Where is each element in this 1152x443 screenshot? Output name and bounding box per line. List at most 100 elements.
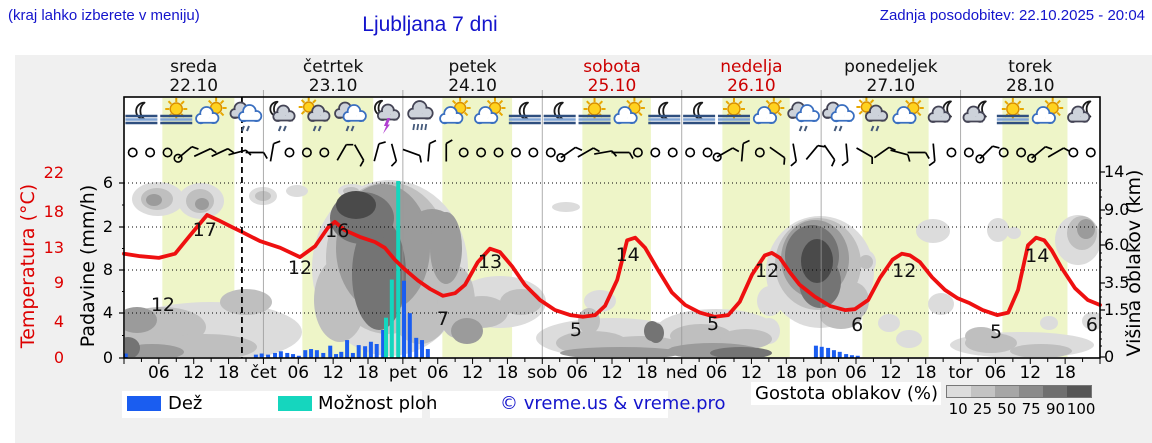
weather-icon-sun-cloud [439,97,471,125]
temp-axis-title: Temperatura (°C) [17,183,39,349]
rain-bar [826,347,831,358]
rain-bar [855,355,860,358]
cloud-blob [336,191,376,219]
cloud-blob [1040,316,1058,330]
rain-bar [831,350,836,358]
credit-link[interactable]: © vreme.us & vreme.pro [500,393,726,414]
wind-barb-icon [907,151,930,159]
hour-axis-label: 18 [357,363,379,383]
weather-icon-sun-cloud [474,97,506,125]
wind-calm-icon [632,147,643,158]
rain-bar [303,350,308,358]
temp-value-label: 13 [478,251,502,273]
wind-barb-icon [712,147,740,162]
cloud-blob [1010,344,1072,357]
wind-barb-icon [928,143,936,167]
wind-calm-icon [545,147,556,158]
legend-box [122,391,422,418]
weather-icon-moon-fog [508,101,541,125]
density-tick-label: 10 [948,400,968,418]
wind-barb-icon [173,145,199,163]
temp-value-label: 14 [1025,245,1049,267]
temp-value-label: 6 [851,314,863,336]
shower-bar [384,317,389,358]
wind-barb-icon [402,148,422,163]
day-header-date: 25.10 [587,76,637,96]
density-gradient-step [1019,386,1043,397]
wind-barb-icon [211,147,235,158]
hour-axis-label: 12 [880,363,902,383]
rain-legend-swatch [127,396,161,411]
hour-axis-label: 12 [1019,363,1042,383]
showers-legend-label: Možnost ploh [318,393,438,414]
wind-calm-icon [162,147,173,158]
precip-tick-label: 0 [102,348,113,367]
wind-barb-icon [577,147,600,158]
rain-bar [296,355,301,358]
cloud-blob [430,212,462,284]
hour-axis-label: 06 [426,363,449,383]
rain-bar [309,349,314,358]
wind-barb-icon [856,147,874,165]
day-header-name: nedelja [720,57,783,77]
weather-icon-cloud-rain [334,101,367,132]
weather-icon-moon-cloud [1067,100,1092,123]
cloud-density-legend-label: Gostota oblakov (%) [755,383,939,404]
cloud-blob [878,314,900,332]
cloud-blob [859,255,873,269]
weather-icon-sun-fog [160,98,193,125]
wind-calm-icon [476,147,487,158]
rain-bar [253,354,258,358]
cloud-height-tick-label: 1.5 [1104,300,1130,319]
weather-icon-sun-cloud [195,97,227,125]
rain-bar [123,353,128,358]
precip-axis-title: Padavine (mm/h) [77,184,99,348]
rain-bar [350,352,355,358]
cloud-blob [1007,227,1021,239]
rain-bar [266,354,271,358]
density-tick-label: 75 [1021,400,1041,418]
day-header-name: sreda [170,57,218,77]
temperature-curve [122,213,1102,319]
cloud-blob [896,330,922,348]
hour-axis-label: sob [527,363,558,383]
temp-tick-label: 0 [53,348,64,367]
hour-axis-label: 18 [775,363,798,383]
wind-calm-icon [667,147,678,158]
rain-bar [374,344,379,358]
day-header-name: sobota [583,57,641,77]
rain-bar [321,352,326,358]
precip-tick-label: 2 [102,217,113,236]
density-gradient-step [947,386,971,397]
weather-icon-moon-rain [269,100,296,132]
shower-bar [396,181,401,358]
wind-calm-icon [510,147,521,158]
rain-bar [345,340,350,358]
cloud-blob [928,293,954,315]
wind-calm-icon [284,147,295,158]
wind-barb-icon [823,144,836,167]
wind-calm-icon [685,147,696,158]
cloud-blob [1077,219,1095,239]
wind-calm-icon [998,147,1009,158]
temp-tick-label: 13 [43,238,64,257]
day-header-name: petek [448,57,497,77]
cloud-blob [195,198,209,210]
cloud-height-tick-label: 14 [1104,162,1125,181]
cloud-height-axis-title: Višina oblakov (km) [1123,169,1145,357]
wind-barb-icon [427,139,437,162]
wind-calm-icon [127,147,138,158]
wind-barb-icon [390,143,398,167]
hour-axis-label: čet [250,363,277,383]
wind-calm-icon [1016,147,1027,158]
wind-calm-icon [946,147,957,158]
day-header-date: 26.10 [727,76,776,96]
rain-bar [402,280,407,358]
rain-legend-label: Dež [168,393,203,414]
rain-bar [407,313,412,358]
wind-barb-icon [805,144,825,160]
weather-icon-sun-fog [996,98,1029,125]
wind-calm-icon [1068,147,1079,158]
hour-axis-label: pon [805,363,838,383]
